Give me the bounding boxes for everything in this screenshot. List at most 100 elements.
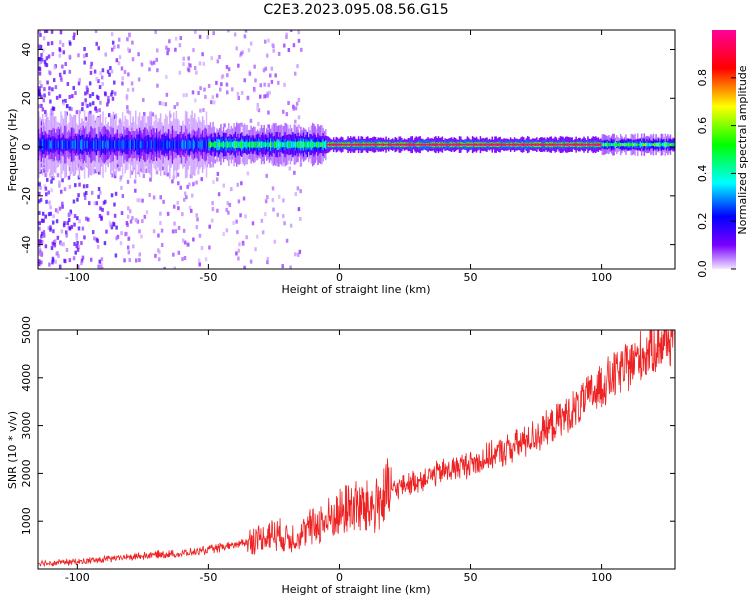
spectrogram-cell — [504, 143, 507, 146]
spectrogram-cell — [285, 32, 288, 37]
spectrogram-cell — [81, 102, 84, 107]
spectrogram-cell — [177, 206, 180, 211]
spectrogram-cell — [114, 191, 118, 196]
spectrogram-cell — [534, 143, 537, 146]
spectrogram-cell — [149, 60, 153, 65]
spectrogram-cell — [243, 34, 247, 39]
spectrogram-cell — [127, 72, 130, 77]
spectrogram-cell — [617, 143, 619, 146]
spectrogram-cell — [231, 142, 234, 148]
spectrogram-cell — [38, 89, 41, 94]
spectrogram-cell — [516, 143, 518, 146]
spectrogram-cell — [277, 194, 281, 199]
spectrogram-cell — [99, 100, 102, 105]
spectrogram-cell — [385, 143, 387, 146]
spectrogram-cell — [445, 143, 448, 146]
spectrogram-cell — [234, 140, 237, 149]
spectrogram-cell — [271, 43, 274, 48]
spectrogram-cell — [159, 139, 162, 150]
spectrogram-cell — [99, 206, 102, 211]
chart-title: C2E3.2023.095.08.56.G15 — [263, 2, 448, 18]
spectrogram-cell — [178, 141, 180, 149]
spectrogram-cell — [125, 94, 129, 99]
spectrogram-cell — [186, 140, 188, 149]
spectrogram-cell — [376, 143, 378, 146]
spectrogram-cell — [433, 143, 436, 146]
spectrogram-cell — [242, 141, 244, 149]
spectrogram-cell — [131, 216, 134, 221]
spectrogram-cell — [113, 80, 116, 85]
spectrogram-cell — [402, 143, 404, 146]
spectrogram-cell — [119, 140, 121, 149]
spectrogram-cell — [368, 143, 370, 146]
colorbar-ticks: 0.0 0.2 0.4 0.6 0.8 — [696, 69, 736, 278]
spectrogram-cell — [420, 143, 423, 146]
spectrogram-cell — [195, 140, 197, 150]
spectrogram-cell — [490, 143, 492, 146]
spectrogram-cell — [271, 141, 273, 148]
spectrogram-cell — [306, 142, 309, 148]
colorbar-tick-label: 0.6 — [696, 117, 709, 135]
spectrogram-cell — [253, 64, 256, 69]
spectrogram-cell — [246, 96, 250, 101]
spectrogram-cell — [63, 70, 66, 75]
spectrogram-cell — [88, 94, 92, 99]
spectrogram-cell — [176, 172, 180, 177]
spectrogram-cell — [230, 187, 233, 192]
spectrogram-cell — [166, 51, 169, 56]
spectrogram-cell — [201, 140, 204, 150]
spectrogram-cell — [41, 218, 44, 223]
spectrogram-cell — [369, 143, 372, 146]
spectrogram-cell — [302, 142, 305, 148]
spectrogram-cell — [210, 218, 214, 223]
spectrogram-cell — [79, 140, 82, 149]
spectrogram-cell — [143, 214, 147, 219]
spectrogram-cell — [176, 102, 179, 107]
spectrogram-cell — [113, 202, 116, 207]
spectrogram-cell — [412, 143, 415, 146]
x-tick-label: -100 — [65, 571, 90, 584]
spectrogram-cell — [460, 143, 462, 146]
spectrogram-cell — [58, 183, 61, 188]
spectrogram-cell — [321, 142, 323, 147]
spectrogram-cell — [50, 41, 54, 46]
snr-x-ticks: -100 -50 0 50 100 — [65, 330, 612, 584]
spectrogram-cell — [297, 252, 300, 257]
spectrogram-cell — [252, 141, 255, 148]
spectrogram-cell — [265, 173, 268, 178]
spectrogram-cell — [177, 181, 180, 186]
spectrogram-cell — [158, 139, 161, 150]
spectrogram-cell — [137, 52, 140, 57]
y-tick-label: 0 — [20, 144, 33, 151]
spectrogram-cell — [179, 185, 183, 190]
spectrogram-cell — [110, 193, 114, 198]
x-tick-label: -50 — [199, 571, 217, 584]
spectrogram-cell — [652, 143, 655, 146]
spectrogram-cell — [158, 101, 162, 106]
spectrogram-cell — [437, 143, 440, 146]
spectrogram-cell — [100, 215, 103, 220]
spectrogram-cell — [45, 63, 49, 68]
spectrogram-cell — [222, 140, 225, 149]
spectrogram-cell — [639, 142, 642, 147]
spectrogram-cell — [558, 143, 560, 146]
spectrogram-cell — [157, 248, 160, 253]
spectrogram-cell — [220, 82, 223, 87]
spectrogram-cell — [520, 143, 522, 146]
spectrogram-cell — [338, 143, 340, 146]
spectrogram-cell — [201, 52, 204, 57]
spectrogram-cell — [215, 177, 219, 182]
spectrogram-cell — [613, 142, 615, 147]
spectrogram-cell — [592, 143, 594, 146]
spectrogram-cell — [361, 143, 364, 146]
spectrogram-cell — [283, 43, 286, 48]
spectrogram-cell — [244, 30, 248, 33]
spectrogram-cell — [192, 139, 195, 150]
spectrogram-cell — [85, 184, 89, 189]
spectrogram-cell — [300, 47, 303, 52]
spectrogram-cell — [264, 66, 268, 71]
spectrogram-cell — [110, 92, 113, 97]
spectrogram-cell — [300, 141, 302, 148]
spectrogram-cell — [38, 30, 41, 34]
spectrogram-cell — [65, 140, 68, 149]
